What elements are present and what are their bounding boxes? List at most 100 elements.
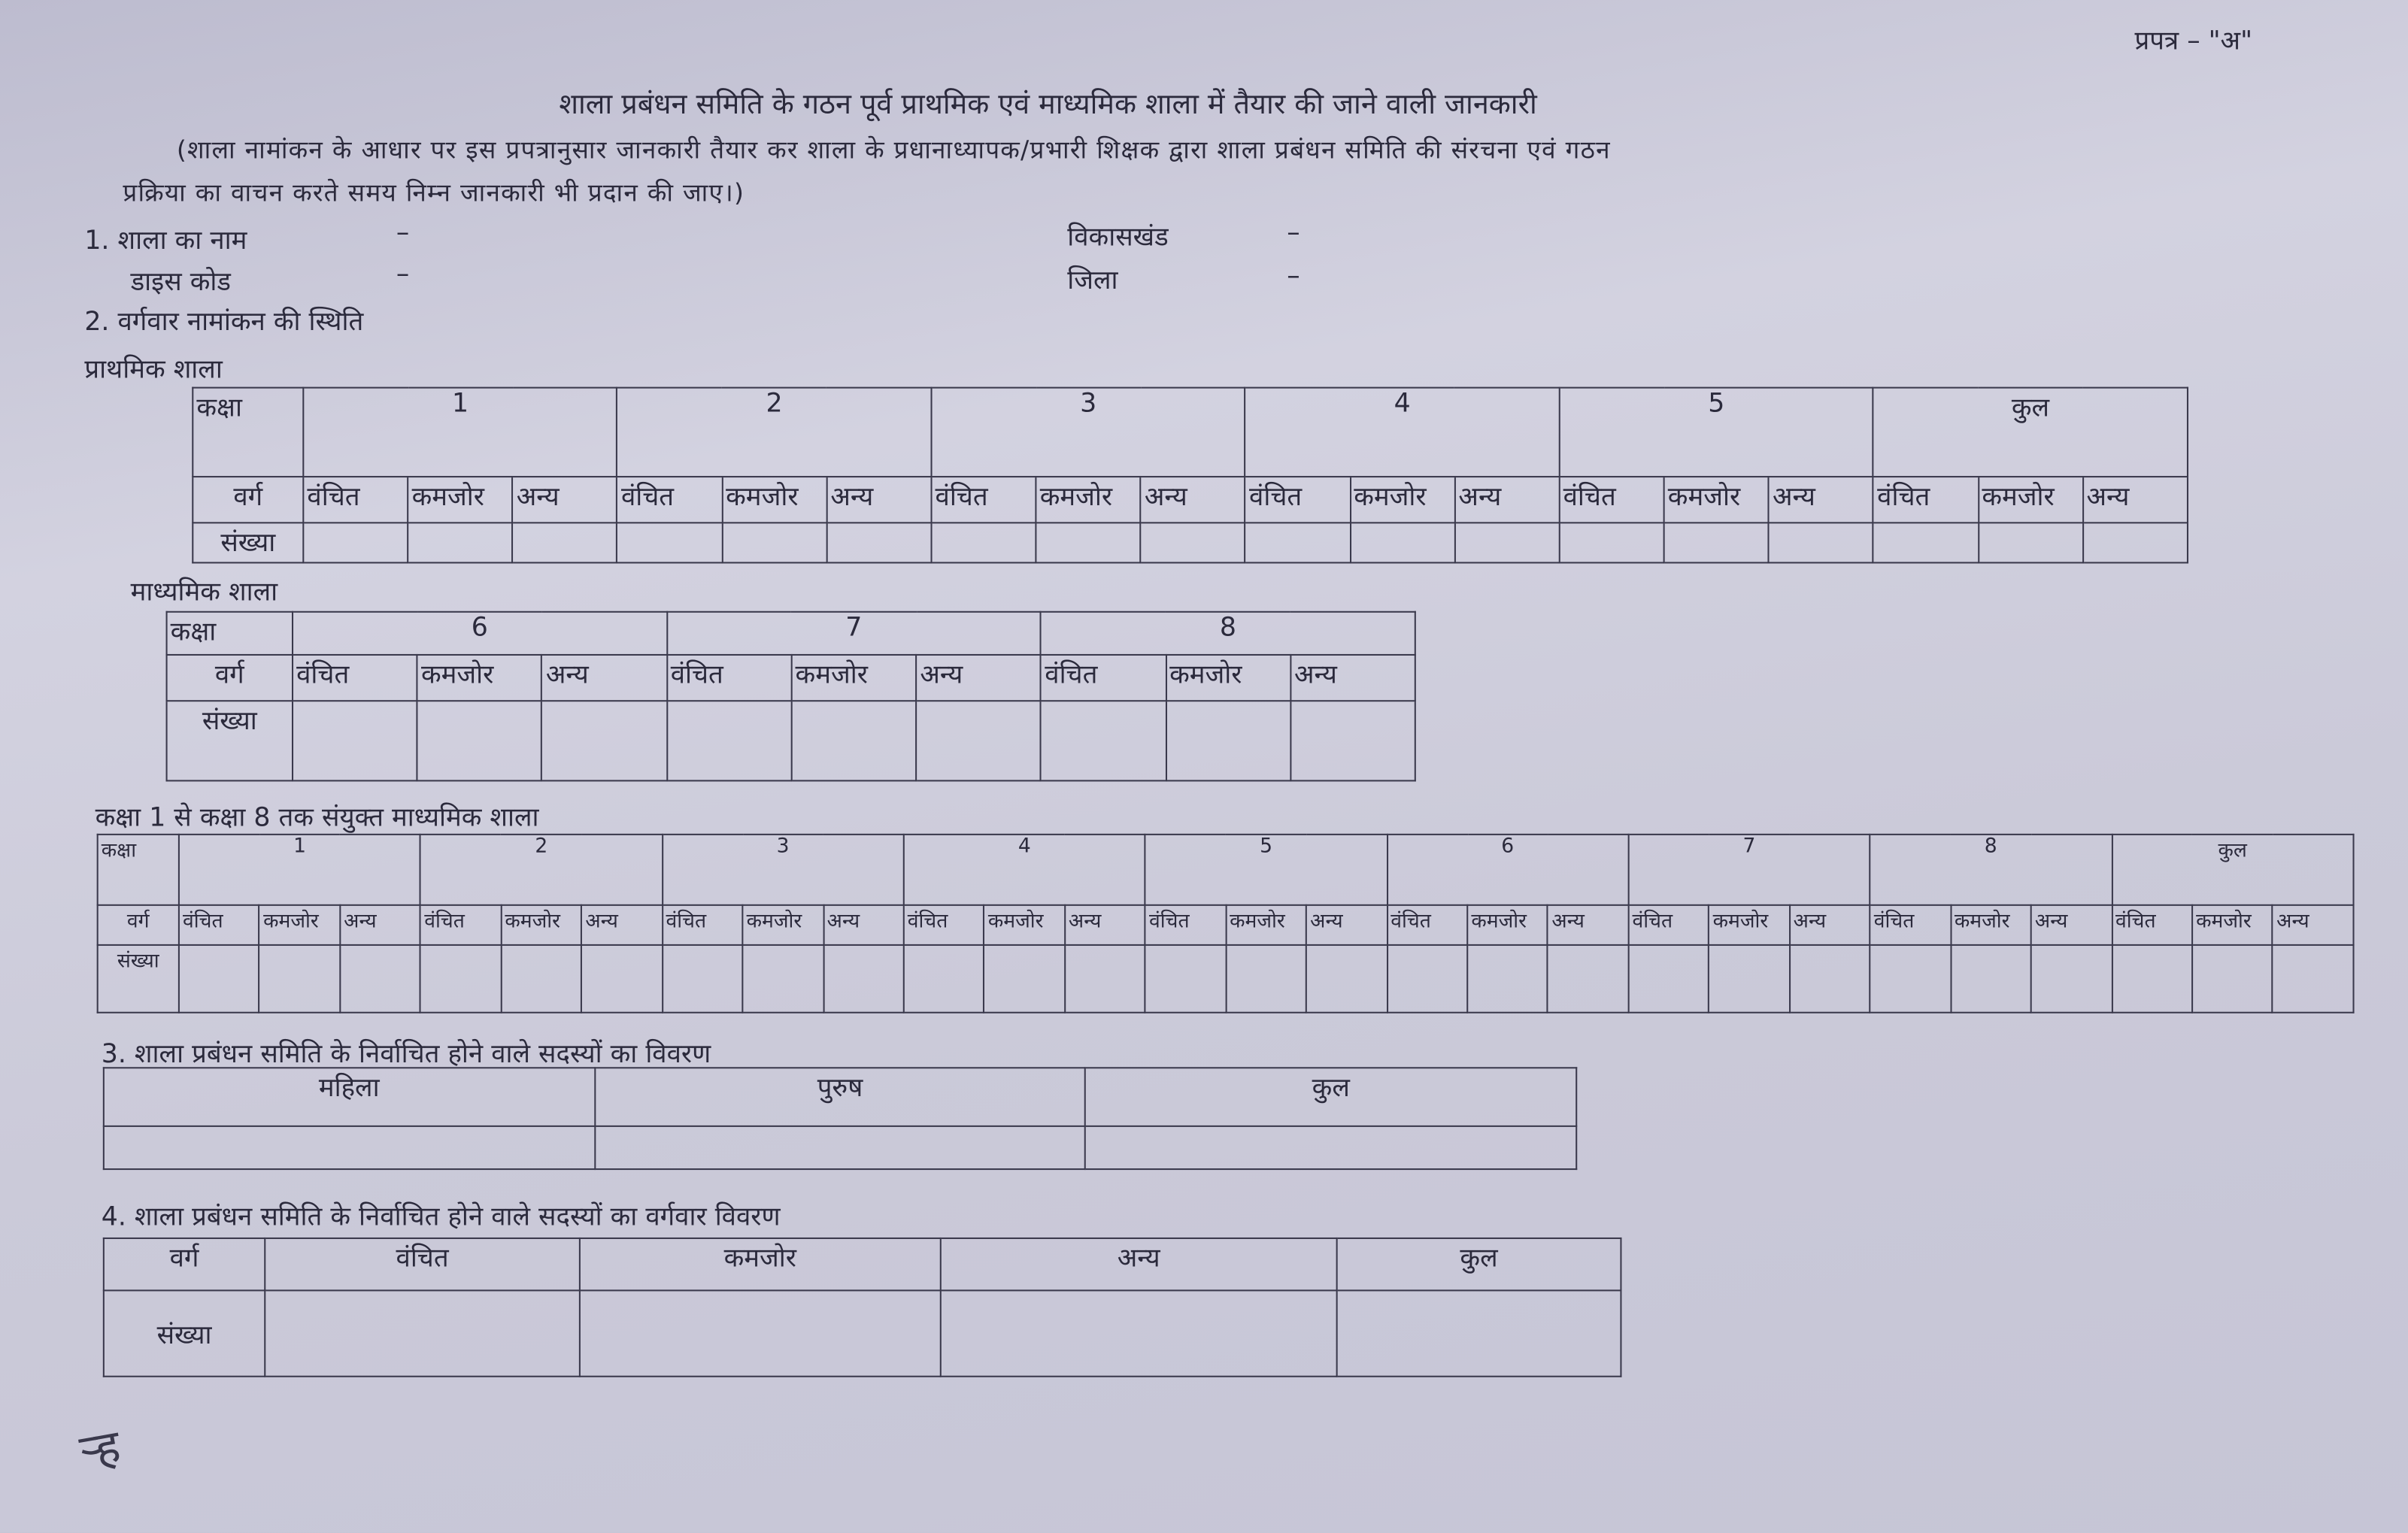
count-input-cell bbox=[1466, 944, 1549, 1013]
category-cell: वंचित bbox=[1144, 904, 1227, 946]
count-input-cell bbox=[721, 522, 828, 564]
category-cell: अन्य bbox=[826, 476, 933, 524]
column-header: कुल bbox=[1084, 1067, 1578, 1127]
category-cell: कमजोर bbox=[1035, 476, 1142, 524]
grade-header: कुल bbox=[1873, 386, 2188, 478]
category-cell: कमजोर bbox=[2191, 904, 2274, 946]
members-category-table: वर्ग वंचित कमजोर अन्य कुल संख्या bbox=[102, 1237, 1622, 1377]
count-input-cell bbox=[939, 1289, 1338, 1377]
column-header: अन्य bbox=[939, 1237, 1338, 1292]
grade-header: 2 bbox=[420, 833, 663, 906]
category-cell: कमजोर bbox=[1224, 904, 1308, 946]
count-input-cell bbox=[2272, 944, 2355, 1013]
count-input-cell bbox=[1558, 522, 1665, 564]
grade-header: कुल bbox=[2110, 833, 2355, 906]
signature-mark: ऱ्ह bbox=[76, 1419, 125, 1480]
category-cell: वंचित bbox=[902, 904, 985, 946]
count-input-cell bbox=[416, 700, 543, 782]
count-input-cell bbox=[983, 944, 1066, 1013]
category-cell: कमजोर bbox=[258, 904, 341, 946]
count-input-cell bbox=[2191, 944, 2274, 1013]
count-header: संख्या bbox=[165, 700, 294, 782]
category-cell: वंचित bbox=[420, 904, 502, 946]
count-input-cell bbox=[1244, 522, 1351, 564]
count-input-cell bbox=[2110, 944, 2193, 1013]
category-cell: वंचित bbox=[177, 904, 261, 946]
category-cell: अन्य bbox=[1547, 904, 1630, 946]
count-row: संख्या bbox=[165, 700, 1416, 782]
column-header: कुल bbox=[1336, 1237, 1622, 1292]
category-cell: अन्य bbox=[822, 904, 905, 946]
count-input-cell bbox=[822, 944, 905, 1013]
category-cell: अन्य bbox=[2030, 904, 2112, 946]
middle-enrollment-table: कक्षा 6 7 8 वर्ग वंचित कमजोर अन्य वंचित कमजोर अन्य… bbox=[165, 610, 1416, 782]
count-input-cell bbox=[1306, 944, 1388, 1013]
count-input-cell bbox=[826, 522, 933, 564]
grade-header: 8 bbox=[1869, 833, 2112, 906]
count-input-cell bbox=[1144, 944, 1227, 1013]
category-header: वर्ग bbox=[165, 653, 294, 702]
count-input-cell bbox=[264, 1289, 581, 1377]
category-cell: कमजोर bbox=[1349, 476, 1456, 524]
count-input-cell bbox=[511, 522, 618, 564]
category-cell: कमजोर bbox=[742, 904, 824, 946]
category-cell: कमजोर bbox=[790, 653, 917, 702]
class-header: कक्षा bbox=[192, 386, 305, 478]
count-input-cell bbox=[339, 944, 422, 1013]
section2-heading: 2. वर्गवार नामांकन की स्थिति bbox=[84, 307, 364, 338]
category-cell: कमजोर bbox=[416, 653, 543, 702]
value-input-cell bbox=[1084, 1125, 1578, 1171]
category-cell: कमजोर bbox=[500, 904, 583, 946]
category-row: वर्ग वंचित कमजोर अन्य वंचित कमजोर अन्य वंचित कमज… bbox=[165, 653, 1416, 702]
count-input-cell bbox=[500, 944, 583, 1013]
category-cell: वंचित bbox=[1040, 653, 1167, 702]
category-cell: वंचित bbox=[1627, 904, 1710, 946]
count-input-cell bbox=[407, 522, 514, 564]
category-cell: अन्य bbox=[1063, 904, 1146, 946]
column-header: पुरुष bbox=[593, 1067, 1087, 1127]
category-cell: अन्य bbox=[511, 476, 618, 524]
category-cell: वंचित bbox=[616, 476, 723, 524]
count-row: संख्या bbox=[96, 944, 2355, 1013]
count-input-cell bbox=[2030, 944, 2112, 1013]
category-cell: अन्य bbox=[915, 653, 1042, 702]
members-gender-table: महिला पुरुष कुल bbox=[102, 1067, 1578, 1171]
count-input-cell bbox=[1139, 522, 1246, 564]
category-cell: वंचित bbox=[1244, 476, 1351, 524]
category-header: वर्ग bbox=[192, 476, 305, 524]
count-input-cell bbox=[291, 700, 418, 782]
count-input-cell bbox=[1454, 522, 1560, 564]
category-cell: अन्य bbox=[1788, 904, 1871, 946]
category-cell: अन्य bbox=[1139, 476, 1246, 524]
grade-header: 1 bbox=[302, 386, 618, 478]
column-header: वंचित bbox=[264, 1237, 581, 1292]
grade-header: 6 bbox=[1386, 833, 1630, 906]
count-input-cell bbox=[1627, 944, 1710, 1013]
category-cell: वंचित bbox=[1869, 904, 1952, 946]
count-input-cell bbox=[1767, 522, 1875, 564]
category-cell: अन्य bbox=[339, 904, 422, 946]
district-label: जिला bbox=[1067, 265, 1118, 297]
class-header: कक्षा bbox=[96, 833, 180, 906]
grade-header: 5 bbox=[1558, 386, 1875, 478]
count-input-cell bbox=[302, 522, 409, 564]
primary-label: प्राथमिक शाला bbox=[84, 354, 223, 386]
section3-heading: 3. शाला प्रबंधन समिति के निर्वाचित होने … bbox=[101, 1039, 711, 1071]
middle-label: माध्यमिक शाला bbox=[130, 577, 278, 608]
header-row: वर्ग वंचित कमजोर अन्य कुल bbox=[102, 1237, 1622, 1292]
category-cell: वंचित bbox=[1386, 904, 1469, 946]
category-cell: अन्य bbox=[1454, 476, 1560, 524]
count-input-cell bbox=[1289, 700, 1416, 782]
category-cell: वंचित bbox=[930, 476, 1037, 524]
category-cell: अन्य bbox=[1306, 904, 1388, 946]
count-input-cell bbox=[1869, 944, 1952, 1013]
category-cell: वंचित bbox=[291, 653, 418, 702]
count-input-cell bbox=[666, 700, 793, 782]
category-cell: कमजोर bbox=[1663, 476, 1770, 524]
count-input-cell bbox=[790, 700, 917, 782]
count-header: संख्या bbox=[192, 522, 305, 564]
category-cell: अन्य bbox=[541, 653, 668, 702]
grade-header: 4 bbox=[902, 833, 1146, 906]
count-input-cell bbox=[616, 522, 723, 564]
header-row: महिला पुरुष कुल bbox=[102, 1067, 1578, 1127]
